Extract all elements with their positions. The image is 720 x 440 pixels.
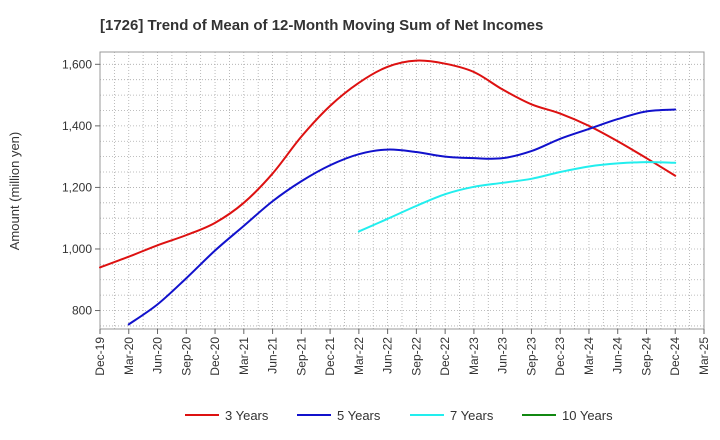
x-tick-label: Mar-24: [582, 337, 596, 375]
x-tick-label: Jun-23: [496, 337, 510, 374]
x-tick-label: Dec-23: [553, 337, 567, 376]
x-tick-label: Mar-25: [697, 337, 711, 375]
x-tick-label: Dec-24: [668, 337, 682, 376]
legend-label-3-years: 3 Years: [225, 408, 269, 423]
grid: [99, 52, 705, 329]
x-tick-label: Mar-20: [122, 337, 136, 375]
legend-label-7-years: 7 Years: [450, 408, 494, 423]
y-tick-label: 1,600: [62, 57, 92, 71]
y-tick-label: 1,000: [62, 242, 92, 256]
x-tick-label: Sep-22: [409, 337, 423, 376]
y-axis-label: Amount (million yen): [7, 132, 22, 251]
legend-label-10-years: 10 Years: [562, 408, 613, 423]
x-axis: Dec-19 Mar-20 Jun-20 Sep-20 Dec-20 Mar-21 Jun-…: [93, 329, 711, 376]
x-tick-label: Sep-23: [524, 337, 538, 376]
x-tick-label: Dec-21: [323, 337, 337, 376]
plot-area-border: [99, 51, 705, 330]
series-line-5-years: [127, 108, 677, 326]
series-group: [99, 59, 677, 326]
series-line-3-years: [99, 59, 677, 269]
x-tick-label: Sep-21: [294, 337, 308, 376]
y-tick-label: 1,400: [62, 119, 92, 133]
y-axis: 800 1,000 1,200 1,400 1,600: [62, 57, 100, 318]
x-tick-label: Sep-24: [639, 337, 653, 376]
x-tick-label: Jun-21: [266, 337, 280, 374]
x-tick-label: Mar-21: [237, 337, 251, 375]
x-tick-label: Dec-20: [208, 337, 222, 376]
series-line-7-years: [357, 161, 677, 233]
x-tick-label: Dec-22: [438, 337, 452, 376]
x-tick-label: Sep-20: [179, 337, 193, 376]
y-tick-label: 1,200: [62, 180, 92, 194]
legend: 3 Years 5 Years 7 Years 10 Years: [185, 408, 613, 423]
legend-label-5-years: 5 Years: [337, 408, 381, 423]
x-tick-label: Jun-20: [151, 337, 165, 374]
x-tick-label: Jun-22: [381, 337, 395, 374]
x-tick-label: Mar-22: [352, 337, 366, 375]
x-tick-label: Dec-19: [93, 337, 107, 376]
chart-title: [1726] Trend of Mean of 12-Month Moving …: [100, 17, 543, 34]
x-tick-label: Mar-23: [467, 337, 481, 375]
y-tick-label: 800: [72, 304, 92, 318]
x-tick-label: Jun-24: [611, 337, 625, 374]
